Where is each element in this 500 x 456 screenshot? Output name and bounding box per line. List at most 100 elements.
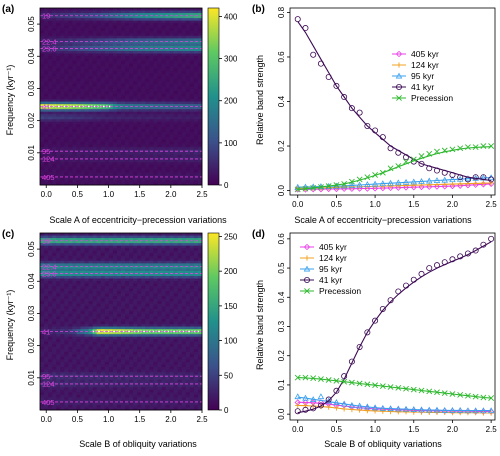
heatmap-cell [40, 256, 44, 259]
heatmap-cell [76, 392, 80, 395]
heatmap-cell [48, 74, 52, 77]
heatmap-cell [153, 97, 157, 100]
heatmap-cell [60, 28, 64, 31]
heatmap-cell [76, 114, 80, 117]
heatmap-cell [170, 59, 174, 62]
heatmap-cell [52, 56, 56, 59]
heatmap-cell [93, 268, 97, 271]
heatmap-cell [93, 38, 97, 41]
heatmap-cell [170, 142, 174, 145]
heatmap-cell [101, 8, 105, 11]
heatmap-cell [85, 54, 89, 57]
heatmap-cell [64, 172, 68, 175]
heatmap-cell [149, 177, 153, 180]
heatmap-cell [64, 112, 68, 115]
heatmap-cell [157, 89, 161, 92]
heatmap-cell [44, 306, 48, 309]
heatmap-cell [145, 86, 149, 89]
heatmap-cell [125, 97, 129, 100]
heatmap-cell [137, 142, 141, 145]
heatmap-cell [85, 112, 89, 115]
heatmap-cell [153, 76, 157, 79]
heatmap-cell [121, 94, 125, 97]
heatmap-cell [64, 79, 68, 82]
heatmap-cell [186, 155, 190, 158]
heatmap-cell [141, 314, 145, 317]
heatmap-cell [44, 71, 48, 74]
heatmap-cell [81, 294, 85, 297]
heatmap-cell [190, 66, 194, 69]
heatmap-cell [72, 400, 76, 403]
heatmap-cell [40, 289, 44, 292]
heatmap-cell [117, 56, 121, 59]
heatmap-cell [44, 256, 48, 259]
heatmap-cell [48, 344, 52, 347]
heatmap-cell [85, 385, 89, 388]
heatmap-cell [101, 132, 105, 135]
heatmap-cell [64, 145, 68, 148]
heatmap-cell [105, 152, 109, 155]
heatmap-cell [93, 61, 97, 64]
heatmap-cell [113, 370, 117, 373]
heatmap-cell [64, 117, 68, 120]
heatmap-cell [56, 311, 60, 314]
heatmap-cell [68, 243, 72, 246]
heatmap-cell [68, 26, 72, 29]
heatmap-cell [48, 281, 52, 284]
heatmap-cell [93, 314, 97, 317]
heatmap-cell [149, 236, 153, 239]
heatmap-cell [105, 86, 109, 89]
heatmap-cell [72, 390, 76, 393]
heatmap-cell [162, 36, 166, 39]
heatmap-cell [72, 397, 76, 400]
heatmap-cell [89, 276, 93, 279]
heatmap-cell [60, 299, 64, 302]
heatmap-cell [133, 162, 137, 165]
heatmap-cell [60, 344, 64, 347]
heatmap-cell [85, 400, 89, 403]
heatmap-cell [129, 102, 133, 105]
heatmap-cell [182, 155, 186, 158]
heatmap-cell [129, 268, 133, 271]
heatmap-cell [129, 349, 133, 352]
heatmap-cell [157, 155, 161, 158]
heatmap-cell [149, 337, 153, 340]
heatmap-cell [64, 36, 68, 39]
heatmap-cell [141, 147, 145, 150]
panel-a-xlabel: Scale A of eccentricity−precession varia… [49, 215, 227, 225]
heatmap-cell [149, 31, 153, 34]
heatmap-cell [97, 160, 101, 163]
heatmap-cell [101, 390, 105, 393]
heatmap-cell [141, 380, 145, 383]
heatmap-cell [101, 392, 105, 395]
heatmap-cell [186, 36, 190, 39]
heatmap-cell [113, 119, 117, 122]
heatmap-cell [162, 56, 166, 59]
heatmap-cell [101, 145, 105, 148]
heatmap-cell [105, 23, 109, 26]
heatmap-cell [72, 124, 76, 127]
heatmap-cell [145, 81, 149, 84]
heatmap-cell [56, 387, 60, 390]
heatmap-cell [186, 177, 190, 180]
heatmap-cell [52, 349, 56, 352]
heatmap-cell [97, 327, 101, 330]
heatmap-cell [170, 152, 174, 155]
heatmap-cell [105, 337, 109, 340]
heatmap-cell [93, 359, 97, 362]
heatmap-cell [76, 349, 80, 352]
heatmap-cell [121, 385, 125, 388]
heatmap-cell [101, 352, 105, 355]
heatmap-cell [125, 114, 129, 117]
heatmap-cell [60, 91, 64, 94]
heatmap-cell [72, 347, 76, 350]
heatmap-cell [76, 172, 80, 175]
heatmap-cell [48, 251, 52, 254]
heatmap-cell [157, 107, 161, 110]
heatmap-cell [137, 122, 141, 125]
heatmap-cell [178, 18, 182, 21]
heatmap-cell [133, 291, 137, 294]
heatmap-cell [137, 309, 141, 312]
heatmap-cell [101, 294, 105, 297]
heatmap-cell [117, 132, 121, 135]
